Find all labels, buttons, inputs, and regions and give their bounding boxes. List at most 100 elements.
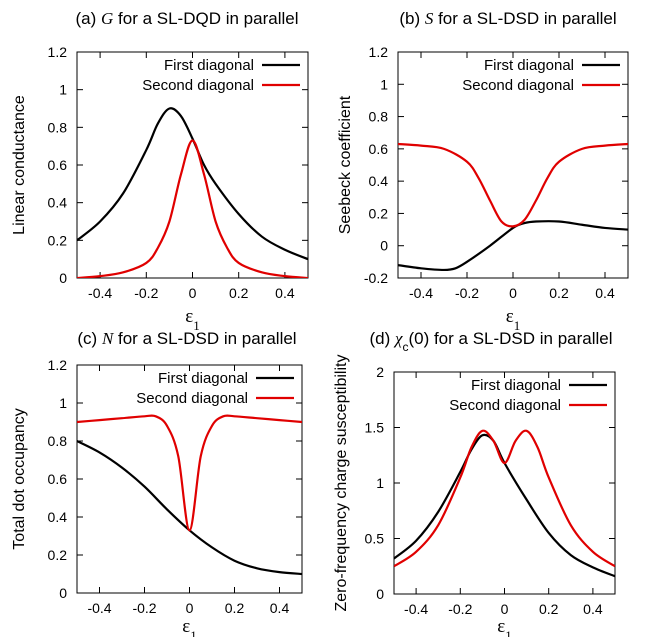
- panel-c-title: (c) N for a SL-DSD in parallel: [77, 329, 296, 348]
- legend-label: First diagonal: [484, 57, 574, 74]
- x-tick-label: -0.4: [87, 600, 111, 616]
- series-line-first-diagonal: [394, 433, 615, 578]
- x-tick-label: 0: [189, 285, 197, 301]
- x-axis-subscript: 1: [514, 318, 521, 333]
- y-tick-label: 0: [380, 238, 388, 254]
- y-tick-label: 0.4: [48, 509, 68, 525]
- x-axis-subscript: 1: [193, 318, 200, 333]
- x-axis-label: ε1: [506, 306, 520, 333]
- title-suffix: for a SL-DQD in parallel: [113, 9, 298, 28]
- y-axis-label: Zero-frequency charge susceptibility: [333, 354, 350, 611]
- series-line-second-diagonal: [398, 142, 628, 228]
- x-tick-label: -0.2: [132, 600, 156, 616]
- x-tick-label: 0: [501, 601, 509, 617]
- x-tick-label: 0: [509, 285, 517, 301]
- title-prefix: (c): [77, 329, 102, 348]
- series-line-first-diagonal: [398, 220, 628, 272]
- x-axis-label: ε1: [497, 616, 511, 637]
- title-prefix: (a): [76, 9, 102, 28]
- panel-b: (b) S for a SL-DSD in parallel -0.4 -0.2 0 0…: [337, 9, 629, 333]
- title-suffix: for a SL-DSD in parallel: [113, 329, 296, 348]
- x-axis-symbol: ε: [185, 306, 193, 327]
- x-tick-label: -0.4: [88, 285, 112, 301]
- series-line-second-diagonal: [77, 414, 302, 532]
- x-tick-label: -0.2: [455, 285, 479, 301]
- title-symbol: N: [101, 329, 115, 348]
- y-tick-label: 2: [376, 364, 384, 380]
- y-tick-label: 0.6: [369, 141, 389, 157]
- x-tick-label: -0.2: [448, 601, 472, 617]
- y-tick-label: 0.8: [48, 433, 68, 449]
- y-tick-label: 1: [376, 475, 384, 491]
- x-tick-label: -0.4: [404, 601, 428, 617]
- x-tick-label: -0.4: [409, 285, 433, 301]
- x-tick-label: 0.2: [225, 600, 245, 616]
- x-axis-symbol: ε: [506, 306, 514, 327]
- panel-c: (c) N for a SL-DSD in parallel -0.4 -0.2 0 0…: [11, 329, 303, 637]
- y-tick-label: 1.2: [48, 357, 68, 373]
- y-tick-label: -0.2: [364, 270, 388, 286]
- panel-d: (d) χc(0) for a SL-DSD in parallel -0.4 -0…: [333, 329, 616, 637]
- y-tick-label: 0.8: [369, 109, 389, 125]
- y-tick-label: 0.8: [48, 119, 68, 135]
- legend-label: Second diagonal: [462, 77, 574, 94]
- legend-label: First diagonal: [164, 57, 254, 74]
- y-tick-label: 1.5: [365, 420, 385, 436]
- title-suffix: for a SL-DSD in parallel: [433, 9, 616, 28]
- x-axis-label: ε1: [185, 306, 199, 333]
- x-tick-label: 0.2: [549, 285, 569, 301]
- y-tick-label: 0.5: [365, 531, 385, 547]
- y-tick-label: 0.2: [48, 232, 68, 248]
- x-tick-label: 0.2: [539, 601, 559, 617]
- x-tick-label: 0.4: [595, 285, 615, 301]
- y-tick-label: 0.2: [48, 547, 68, 563]
- panel-a: (a) G for a SL-DQD in parallel -0.4 -0.2 0 0…: [11, 9, 309, 333]
- y-tick-label: 1.2: [48, 44, 68, 60]
- y-tick-label: 0: [59, 585, 67, 601]
- y-tick-label: 1: [59, 82, 67, 98]
- panel-d-title: (d) χc(0) for a SL-DSD in parallel: [369, 329, 612, 354]
- y-tick-label: 0.6: [48, 471, 68, 487]
- x-axis-subscript: 1: [190, 628, 197, 637]
- x-axis-symbol: ε: [497, 616, 505, 637]
- y-tick-label: 0.4: [48, 195, 68, 211]
- legend-label: First diagonal: [158, 370, 248, 387]
- title-symbol: G: [101, 9, 113, 28]
- y-tick-label: 0: [59, 270, 67, 286]
- title-prefix: (d): [369, 329, 395, 348]
- y-tick-label: 0: [376, 586, 384, 602]
- panel-b-title: (b) S for a SL-DSD in parallel: [399, 9, 616, 28]
- x-axis-label: ε1: [182, 616, 196, 637]
- x-axis-symbol: ε: [182, 616, 190, 637]
- series-line-first-diagonal: [77, 107, 308, 261]
- title-symbol-subscript: c: [402, 340, 408, 354]
- y-tick-label: 1: [59, 395, 67, 411]
- title-prefix: (b): [399, 9, 425, 28]
- y-axis-label: Seebeck coefficient: [337, 95, 354, 234]
- y-tick-label: 1.2: [369, 44, 389, 60]
- y-tick-label: 1: [380, 76, 388, 92]
- legend-label: First diagonal: [471, 377, 561, 394]
- title-suffix: (0) for a SL-DSD in parallel: [408, 329, 612, 348]
- series-line-second-diagonal: [77, 139, 308, 278]
- y-axis-label: Linear conductance: [11, 95, 28, 235]
- y-tick-label: 0.4: [369, 173, 389, 189]
- x-tick-label: 0.4: [275, 285, 295, 301]
- title-symbol: S: [425, 9, 434, 28]
- series-line-second-diagonal: [394, 429, 615, 568]
- x-tick-label: -0.2: [134, 285, 158, 301]
- y-axis-label: Total dot occupancy: [11, 408, 28, 549]
- series-line-first-diagonal: [77, 440, 302, 576]
- title-symbol: χ: [393, 329, 403, 348]
- panel-a-title: (a) G for a SL-DQD in parallel: [76, 9, 299, 28]
- x-tick-label: 0.2: [229, 285, 249, 301]
- legend-label: Second diagonal: [142, 77, 254, 94]
- legend-label: Second diagonal: [136, 390, 248, 407]
- y-tick-label: 0.6: [48, 157, 68, 173]
- x-axis-subscript: 1: [505, 628, 512, 637]
- legend-label: Second diagonal: [449, 397, 561, 414]
- x-tick-label: 0: [186, 600, 194, 616]
- x-tick-label: 0.4: [270, 600, 290, 616]
- x-tick-label: 0.4: [583, 601, 603, 617]
